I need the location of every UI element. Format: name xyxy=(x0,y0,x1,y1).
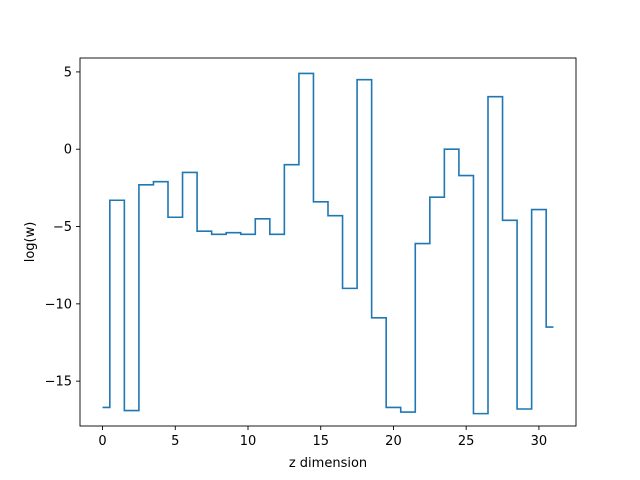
y-tick-label: 5 xyxy=(64,65,72,80)
y-tick-label: −15 xyxy=(45,375,72,390)
x-tick-label: 30 xyxy=(531,434,548,449)
x-tick-label: 20 xyxy=(385,434,402,449)
y-tick-label: −10 xyxy=(45,297,72,312)
series-line-0 xyxy=(102,72,554,415)
x-tick-label: 15 xyxy=(312,434,329,449)
y-tick-label: 0 xyxy=(64,143,72,158)
x-axis-ticks: 0 5 10 15 20 25 30 xyxy=(98,426,547,449)
x-axis-label: z dimension xyxy=(289,456,367,471)
y-axis-ticks: 5 0 −5 −10 −15 xyxy=(45,65,80,390)
x-tick-label: 10 xyxy=(240,434,257,449)
x-tick-label: 5 xyxy=(171,434,179,449)
y-tick-label: −5 xyxy=(53,220,72,235)
plot-area xyxy=(79,57,577,427)
axes-frame xyxy=(79,57,577,427)
x-tick-label: 25 xyxy=(458,434,475,449)
y-axis-label: log(w) xyxy=(23,222,38,263)
x-tick-label: 0 xyxy=(98,434,106,449)
